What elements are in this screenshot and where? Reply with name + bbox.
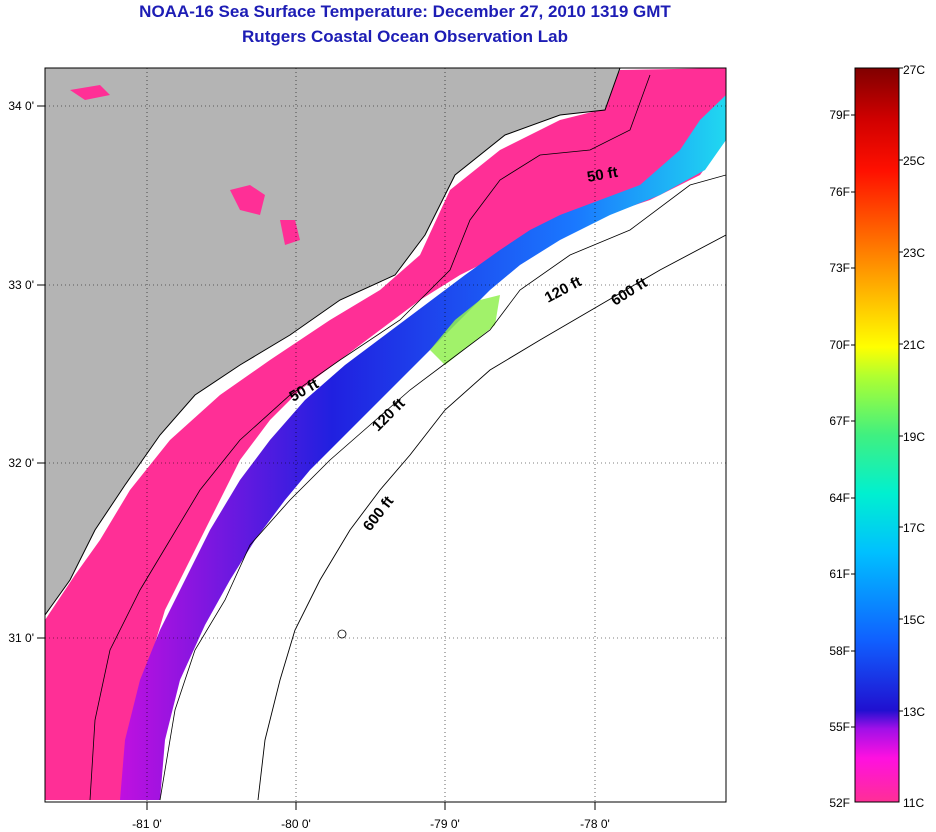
map-title: NOAA-16 Sea Surface Temperature: Decembe… [139, 2, 671, 21]
colorbar-f-label: 79F [829, 108, 850, 122]
map-subtitle: Rutgers Coastal Ocean Observation Lab [242, 27, 568, 46]
plot-frame [44, 67, 727, 803]
colorbar-f-label: 61F [829, 567, 850, 581]
colorbar-f-label: 67F [829, 414, 850, 428]
isobath-600ft [257, 234, 726, 801]
lat-label: 31 0' [8, 631, 34, 645]
colorbar-ticks [851, 67, 903, 728]
contour-label-50ft: 50 ft [586, 164, 619, 186]
colorbar-c-label: 17C [903, 521, 925, 535]
lon-label: -79 0' [430, 817, 460, 831]
colorbar-f-label: 52F [829, 796, 850, 810]
isobath-120ft [159, 174, 726, 801]
colorbar-f-label: 76F [829, 185, 850, 199]
coastline [45, 68, 621, 616]
colorbar-celsius-labels: 27C 25C 23C 21C 19C 17C 15C 13C 11C [903, 63, 925, 810]
graticule [45, 68, 726, 802]
temperature-colorbar [854, 67, 900, 803]
lon-label: -81 0' [132, 817, 162, 831]
sst-cold-band [120, 95, 726, 800]
colorbar-c-label: 27C [903, 63, 925, 77]
colorbar-c-label: 15C [903, 613, 925, 627]
inland-spots [70, 85, 300, 245]
lon-label: -78 0' [580, 817, 610, 831]
lat-label: 34 0' [8, 99, 34, 113]
colorbar-c-label: 25C [903, 154, 925, 168]
sst-warm-patch [430, 295, 500, 365]
colorbar-c-label: 19C [903, 430, 925, 444]
colorbar-c-label: 23C [903, 246, 925, 260]
axis-ticks [37, 105, 596, 810]
colorbar-c-label: 11C [903, 796, 924, 810]
colorbar-f-label: 58F [829, 644, 850, 658]
colorbar-fahrenheit-labels: 79F 76F 73F 70F 67F 64F 61F 58F 55F 52F [829, 108, 850, 810]
colorbar-f-label: 73F [829, 261, 850, 275]
colorbar-c-label: 13C [903, 705, 925, 719]
lat-label: 33 0' [8, 278, 34, 292]
isobath-50ft [89, 74, 651, 801]
lat-label: 32 0' [8, 456, 34, 470]
land-mass [45, 68, 620, 615]
sst-nearshore-band [45, 68, 726, 800]
colorbar-f-label: 70F [829, 338, 850, 352]
colorbar-c-label: 21C [903, 338, 925, 352]
lon-label: -80 0' [281, 817, 311, 831]
colorbar-f-label: 64F [829, 491, 850, 505]
colorbar-f-label: 55F [829, 720, 850, 734]
